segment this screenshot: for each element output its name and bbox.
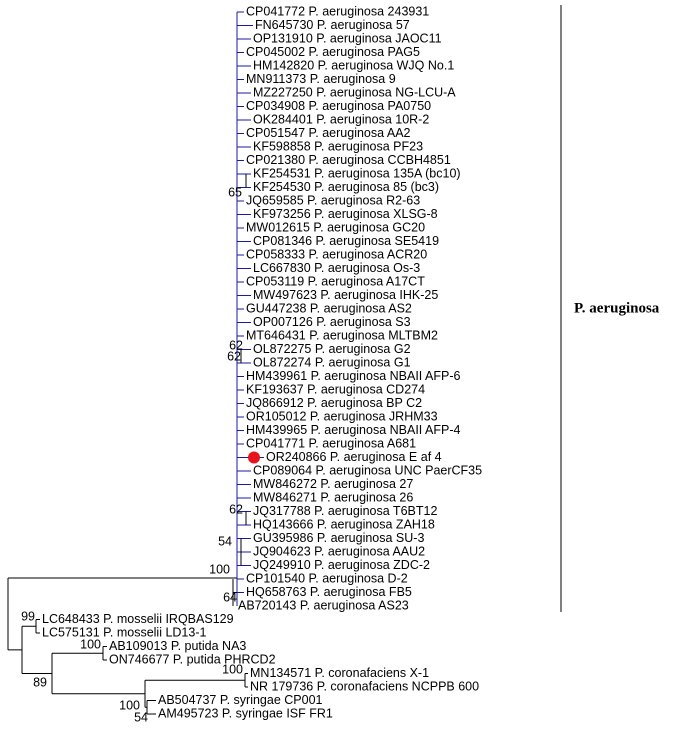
bootstrap-value: 62 (229, 338, 243, 352)
bootstrap-value: 62 (229, 502, 243, 516)
leaf-label: CP081346 P. aeruginosa SE5419 (253, 234, 439, 248)
leaf-label: JQ904623 P. aeruginosa AAU2 (253, 544, 425, 558)
leaf-label: KF193637 P. aeruginosa CD274 (246, 382, 425, 396)
bootstrap-value: 89 (33, 675, 47, 689)
leaf-label: HM439961 P. aeruginosa NBAII AFP-6 (246, 369, 461, 383)
leaf-label: CP101540 P. aeruginosa D-2 (246, 571, 408, 585)
leaf-label: OR105012 P. aeruginosa JRHM33 (246, 409, 438, 423)
bootstrap-value: 100 (222, 662, 243, 676)
leaf-label: CP053119 P. aeruginosa A17CT (246, 274, 425, 288)
leaf-label: OL872275 P. aeruginosa G2 (253, 342, 411, 356)
leaf-label: OR240866 P. aeruginosa E af 4 (266, 450, 442, 464)
leaf-label: KF598858 P. aeruginosa PF23 (253, 139, 423, 153)
leaf-label: AM495723 P. syringae ISF FR1 (158, 706, 333, 720)
leaf-label: CP021380 P. aeruginosa CCBH4851 (246, 153, 451, 167)
leaf-label: JQ249910 P. aeruginosa ZDC-2 (253, 558, 430, 572)
leaf-label: CP041771 P. aeruginosa A681 (246, 436, 416, 450)
leaf-label: CP034908 P. aeruginosa PA0750 (246, 99, 431, 113)
leaf-label: MW012615 P. aeruginosa GC20 (246, 220, 425, 234)
leaf-label: CP051547 P. aeruginosa AA2 (246, 126, 411, 140)
leaf-label: AB720143 P. aeruginosa AS23 (238, 598, 409, 612)
leaf-label: LC667830 P. aeruginosa Os-3 (253, 261, 420, 275)
bootstrap-value: 99 (21, 609, 35, 623)
leaf-label: JQ659585 P. aeruginosa R2-63 (246, 193, 420, 207)
bootstrap-value: 65 (228, 185, 242, 199)
leaf-label: GU447238 P. aeruginosa AS2 (246, 301, 412, 315)
bootstrap-value: 100 (209, 562, 230, 576)
leaf-label: MN911373 P. aeruginosa 9 (246, 72, 396, 86)
leaf-label: KF973256 P. aeruginosa XLSG-8 (253, 207, 438, 221)
leaf-label: OP007126 P. aeruginosa S3 (253, 315, 411, 329)
leaf-label: CP058333 P. aeruginosa ACR20 (246, 247, 427, 261)
leaf-label: ON746677 P. putida PHRCD2 (109, 652, 276, 666)
leaf-label: CP089064 P. aeruginosa UNC PaerCF35 (253, 463, 482, 477)
leaf-label: MW846271 P. aeruginosa 26 (253, 490, 413, 504)
leaf-label: JQ866912 P. aeruginosa BP C2 (246, 396, 422, 410)
leaf-label: OP131910 P. aeruginosa JAOC11 (253, 31, 442, 45)
bootstrap-value: 54 (134, 710, 148, 724)
leaf-label: OK284401 P. aeruginosa 10R-2 (253, 112, 429, 126)
leaf-label: KF254531 P. aeruginosa 135A (bc10) (253, 166, 461, 180)
leaf-label: MN134571 P. coronafaciens X-1 (250, 666, 429, 680)
leaf-label: HQ658763 P. aeruginosa FB5 (246, 585, 412, 599)
bootstrap-value: 100 (119, 698, 140, 712)
leaf-label: MT646431 P. aeruginosa MLTBM2 (246, 328, 438, 342)
leaf-label: AB504737 P. syringae CP001 (158, 693, 323, 707)
bootstrap-value: 100 (80, 637, 101, 651)
leaf-label: JQ317788 P. aeruginosa T6BT12 (253, 504, 437, 518)
leaf-label: CP041772 P. aeruginosa 243931 (246, 4, 429, 18)
bootstrap-value: 64 (223, 590, 237, 604)
leaf-label: CP045002 P. aeruginosa PAG5 (246, 45, 420, 59)
leaf-label: HM439965 P. aeruginosa NBAII AFP-4 (246, 423, 461, 437)
leaf-label: FN645730 P. aeruginosa 57 (255, 18, 410, 32)
leaf-label: NR 179736 P. coronafaciens NCPPB 600 (250, 679, 479, 693)
leaf-label: KF254530 P. aeruginosa 85 (bc3) (253, 180, 439, 194)
leaf-label: LC575131 P. mosselii LD13-1 (42, 625, 207, 639)
leaf-label: LC648433 P. mosselii IRQBAS129 (42, 612, 234, 626)
leaf-label: MW846272 P. aeruginosa 27 (253, 477, 413, 491)
bootstrap-value: 62 (227, 349, 241, 363)
leaf-label: OL872274 P. aeruginosa G1 (253, 355, 411, 369)
highlight-marker (248, 451, 260, 464)
clade-label: P. aeruginosa (574, 300, 660, 316)
leaf-label: AB109013 P. putida NA3 (109, 639, 246, 653)
leaf-label: MW497623 P. aeruginosa IHK-25 (253, 288, 438, 302)
bootstrap-value: 54 (218, 534, 232, 548)
leaf-label: MZ227250 P. aeruginosa NG-LCU-A (253, 85, 456, 99)
leaf-label: HM142820 P. aeruginosa WJQ No.1 (253, 58, 454, 72)
leaf-label: HQ143666 P. aeruginosa ZAH18 (253, 517, 435, 531)
leaf-label: GU395986 P. aeruginosa SU-3 (253, 531, 424, 545)
